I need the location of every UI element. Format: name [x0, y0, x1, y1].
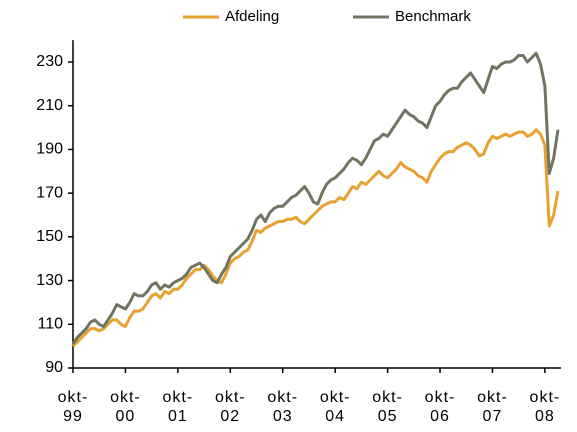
- line-series: [71, 51, 560, 345]
- x-tick-label: okt-03: [267, 389, 299, 425]
- x-tick-label: okt-05: [372, 389, 403, 425]
- y-tick-label: 90: [45, 359, 63, 376]
- y-tick-label: 230: [36, 53, 63, 70]
- legend-label: Afdeling: [225, 8, 279, 25]
- x-tick-label: okt-07: [477, 389, 508, 425]
- y-tick-label: 210: [36, 97, 63, 114]
- x-tick-label: okt-00: [110, 389, 141, 425]
- y-tick-label: 190: [36, 141, 63, 158]
- y-tick-label: 110: [37, 316, 63, 333]
- y-tick-label: 130: [36, 272, 63, 289]
- y-tick-label: 150: [36, 228, 63, 245]
- y-tick-label: 170: [36, 184, 63, 201]
- legend-label: Benchmark: [395, 8, 471, 25]
- x-tick-label: okt-04: [319, 389, 351, 425]
- x-tick-label: okt-99: [57, 389, 89, 425]
- line-series: [71, 128, 560, 348]
- x-tick-label: okt-01: [162, 389, 194, 425]
- x-tick-label: okt-02: [214, 389, 246, 425]
- x-tick-label: okt-08: [529, 389, 561, 425]
- x-tick-label: okt-06: [424, 389, 456, 425]
